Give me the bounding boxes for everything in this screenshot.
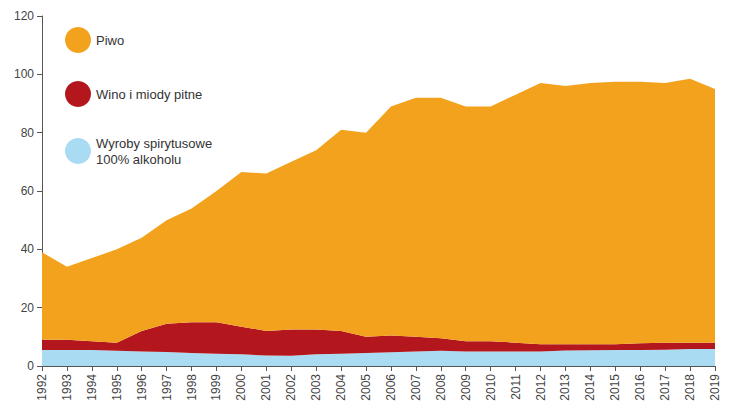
svg-text:Piwo: Piwo [96,33,124,48]
svg-text:2002: 2002 [284,374,298,401]
svg-text:1995: 1995 [110,374,124,401]
svg-text:2015: 2015 [608,374,622,401]
svg-text:1999: 1999 [209,374,223,401]
svg-text:2014: 2014 [583,374,597,401]
svg-text:2011: 2011 [509,374,523,400]
svg-text:2008: 2008 [434,374,448,401]
svg-text:1998: 1998 [185,374,199,401]
svg-text:100% alkoholu: 100% alkoholu [96,152,181,167]
svg-text:Wino i miody pitne: Wino i miody pitne [96,87,202,102]
svg-text:2003: 2003 [309,374,323,401]
svg-text:2001: 2001 [259,374,273,401]
svg-text:2000: 2000 [234,374,248,401]
svg-text:1997: 1997 [160,374,174,401]
svg-text:1994: 1994 [85,374,99,401]
svg-text:1993: 1993 [60,374,74,401]
svg-text:2017: 2017 [658,374,672,401]
svg-text:60: 60 [21,184,35,198]
svg-text:1992: 1992 [35,374,49,401]
svg-text:2009: 2009 [459,374,473,401]
svg-text:2006: 2006 [384,374,398,401]
svg-text:2005: 2005 [359,374,373,401]
svg-text:80: 80 [21,126,35,140]
svg-text:120: 120 [14,9,34,23]
svg-text:2007: 2007 [409,374,423,401]
svg-text:2010: 2010 [484,374,498,401]
svg-text:2012: 2012 [534,374,548,401]
svg-text:2018: 2018 [683,374,697,401]
svg-text:Wyroby spirytusowe: Wyroby spirytusowe [96,136,212,151]
svg-text:100: 100 [14,67,34,81]
svg-text:2016: 2016 [633,374,647,401]
svg-text:2013: 2013 [558,374,572,401]
svg-text:20: 20 [21,301,35,315]
svg-text:1996: 1996 [135,374,149,401]
svg-text:0: 0 [27,359,34,373]
svg-text:2004: 2004 [334,374,348,401]
svg-text:2019: 2019 [708,374,722,401]
svg-text:40: 40 [21,242,35,256]
